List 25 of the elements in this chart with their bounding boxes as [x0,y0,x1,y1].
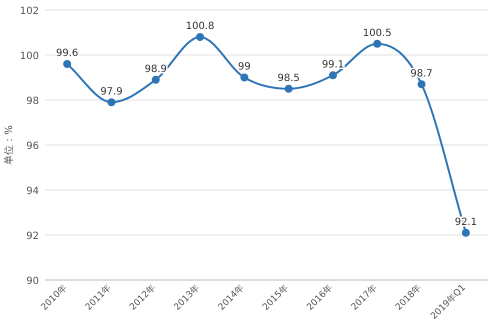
y-tick-label: 102 [20,6,39,17]
data-label: 97.9 [100,86,123,98]
point [284,84,293,93]
point [418,80,426,88]
data-label: 99.1 [322,59,344,70]
y-tick-label: 100 [20,51,39,62]
data-label: 99 [238,62,251,72]
data-label: 100.8 [186,21,214,32]
point [373,40,382,48]
y-axis-title: 单位：% [3,125,15,165]
point [240,74,248,82]
point [152,76,160,84]
data-label: 98.5 [278,72,300,84]
point [462,228,470,237]
point [328,71,337,80]
point [107,98,116,106]
data-label: 99.6 [56,48,78,59]
point [196,33,204,41]
point [63,60,72,68]
data-label: 100.5 [362,28,392,39]
y-tick-label: 90 [26,276,39,287]
y-tick-label: 94 [26,186,39,197]
y-tick-label: 92 [26,231,39,242]
y-tick-label: 98 [26,96,39,107]
y-tick-label: 96 [26,141,39,152]
